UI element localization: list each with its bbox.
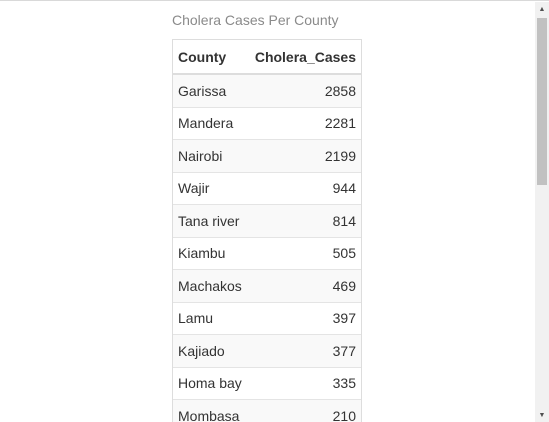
table-row: Lamu 397 [173,302,361,335]
table-row: Machakos 469 [173,270,361,303]
county-cell: Homa bay [173,367,248,400]
table-body: Garissa 2858 Mandera 2281 Nairobi 2199 W… [173,74,361,422]
cases-cell: 2199 [248,140,361,173]
down-arrow-icon[interactable]: ▼ [535,408,549,422]
table-row: Garissa 2858 [173,74,361,107]
cases-cell: 377 [248,335,361,368]
table-row: Kajiado 377 [173,335,361,368]
cases-cell: 505 [248,237,361,270]
cases-cell: 2281 [248,107,361,140]
cholera-cases-table: County Cholera_Cases Garissa 2858 Mander… [173,40,361,422]
table-row: Tana river 814 [173,205,361,238]
cases-cell: 2858 [248,74,361,107]
data-table-container: County Cholera_Cases Garissa 2858 Mander… [172,39,362,422]
county-cell: Kiambu [173,237,248,270]
header-row: County Cholera_Cases [173,40,361,74]
table-row: Mandera 2281 [173,107,361,140]
cases-cell: 397 [248,302,361,335]
cases-cell: 210 [248,400,361,422]
cases-cell: 814 [248,205,361,238]
scrollbar-thumb[interactable] [537,18,547,185]
county-cell: Lamu [173,302,248,335]
cases-cell: 469 [248,270,361,303]
table-row: Homa bay 335 [173,367,361,400]
column-header-cholera-cases[interactable]: Cholera_Cases [248,40,361,74]
table-row: Wajir 944 [173,172,361,205]
county-cell: Nairobi [173,140,248,173]
column-header-county[interactable]: County [173,40,248,74]
county-cell: Garissa [173,74,248,107]
vertical-scrollbar[interactable]: ▲ ▼ [535,2,549,422]
table-row: Mombasa 210 [173,400,361,422]
county-cell: Mombasa [173,400,248,422]
up-arrow-icon[interactable]: ▲ [535,2,549,16]
table-caption: Cholera Cases Per County [172,12,339,28]
table-row: Nairobi 2199 [173,140,361,173]
cases-cell: 944 [248,172,361,205]
county-cell: Machakos [173,270,248,303]
table-header: County Cholera_Cases [173,40,361,74]
county-cell: Mandera [173,107,248,140]
county-cell: Kajiado [173,335,248,368]
county-cell: Wajir [173,172,248,205]
table-row: Kiambu 505 [173,237,361,270]
county-cell: Tana river [173,205,248,238]
cases-cell: 335 [248,367,361,400]
